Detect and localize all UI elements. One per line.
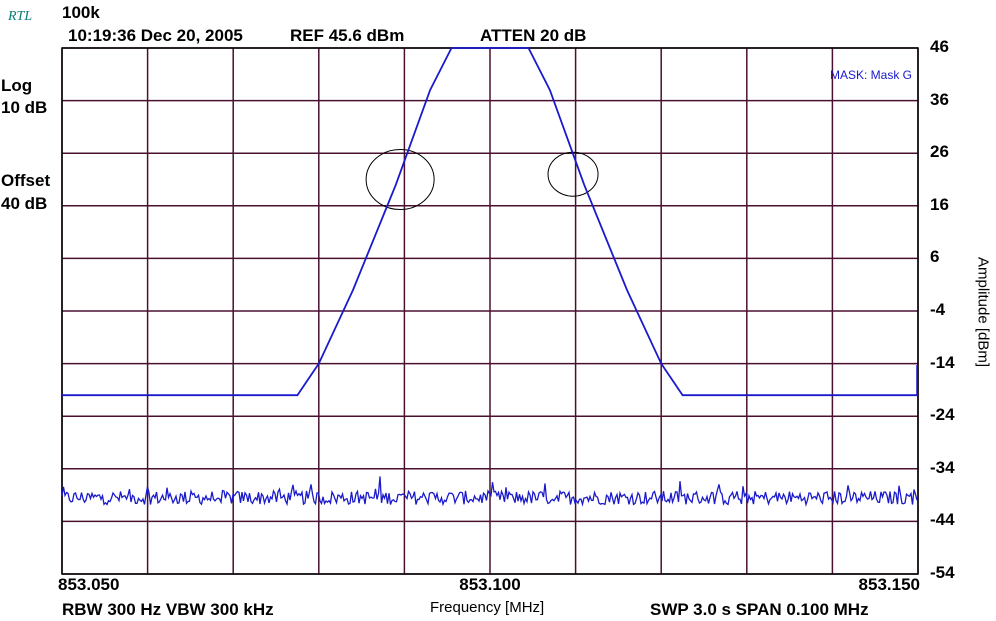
y-tick-label: -54 bbox=[930, 563, 955, 582]
y-axis-label: Amplitude [dBm] bbox=[974, 256, 992, 368]
offset-label: Offset bbox=[1, 171, 51, 190]
x-tick-label: 853.100 bbox=[459, 575, 521, 594]
annotation-ellipse bbox=[547, 151, 599, 197]
scale-division-label: 10 dB bbox=[1, 98, 48, 117]
y-tick-label: 36 bbox=[930, 89, 949, 109]
y-tick-label: -4 bbox=[930, 300, 946, 319]
x-axis-label: Frequency [MHz] bbox=[430, 599, 545, 616]
y-tick-label: 26 bbox=[930, 142, 949, 162]
y-tick-label: -34 bbox=[930, 457, 955, 477]
rtl-logo: RTL bbox=[8, 9, 33, 24]
sweep-span-settings: SWP 3.0 s SPAN 0.100 MHz bbox=[650, 600, 869, 619]
x-tick-label: 853.150 bbox=[858, 575, 920, 594]
trace-group bbox=[61, 47, 918, 507]
x-tick-label: 853.050 bbox=[58, 575, 120, 594]
y-tick-label: -44 bbox=[930, 510, 955, 530]
reference-level: REF 45.6 dBm bbox=[290, 26, 405, 45]
y-tick-label: 6 bbox=[930, 247, 940, 267]
y-tick-label: 46 bbox=[930, 37, 949, 56]
attenuation: ATTEN 20 dB bbox=[480, 26, 587, 45]
mask-line bbox=[62, 47, 918, 397]
annotation-group bbox=[365, 149, 599, 210]
timestamp: 10:19:36 Dec 20, 2005 bbox=[68, 26, 243, 45]
scale-mode-label: Log bbox=[1, 76, 33, 95]
y-tick-label: 16 bbox=[930, 194, 949, 214]
y-tick-label: -14 bbox=[930, 352, 955, 372]
chart-title: 100k bbox=[62, 3, 100, 22]
y-tick-label: -24 bbox=[930, 405, 955, 425]
noise-floor-trace bbox=[61, 476, 918, 507]
mask-legend: MASK: Mask G bbox=[830, 68, 912, 82]
bandwidth-settings: RBW 300 Hz VBW 300 kHz bbox=[62, 600, 274, 619]
offset-value: 40 dB bbox=[1, 194, 48, 213]
annotation-ellipse bbox=[365, 149, 435, 210]
